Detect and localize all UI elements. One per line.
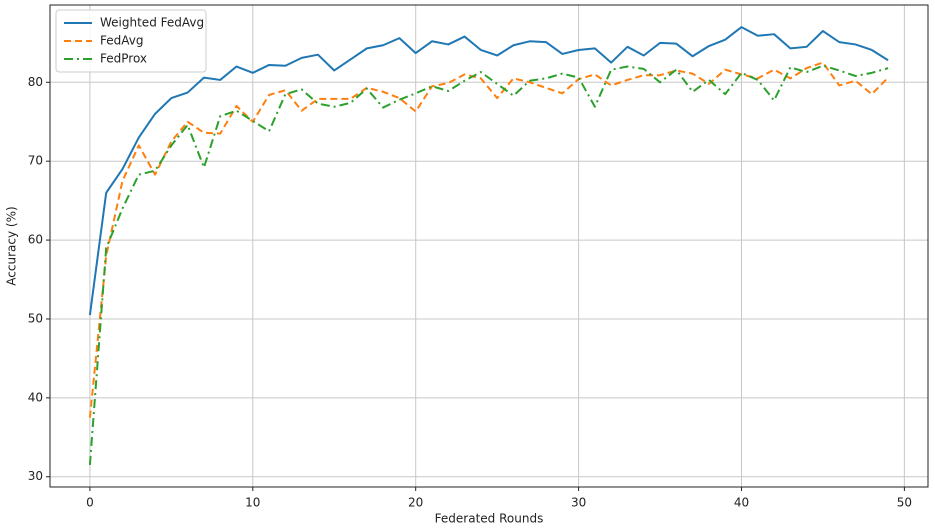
y-tick-label: 50 — [28, 311, 43, 325]
x-tick-label: 20 — [408, 496, 423, 510]
plot-frame — [49, 4, 929, 488]
legend-label: FedAvg — [100, 34, 143, 48]
series-line — [88, 26, 889, 316]
x-tick-label: 40 — [734, 496, 749, 510]
legend-label: FedProx — [100, 52, 147, 66]
series-line — [88, 61, 889, 418]
y-axis-label: Accuracy (%) — [5, 206, 19, 285]
legend-label: Weighted FedAvg — [100, 16, 204, 30]
x-tick-label: 0 — [86, 496, 94, 510]
x-tick-label: 50 — [897, 496, 912, 510]
y-tick-label: 70 — [28, 154, 43, 168]
y-tick-label: 40 — [28, 390, 43, 404]
y-tick-label: 60 — [28, 233, 43, 247]
series-line — [88, 64, 889, 465]
x-tick-label: 10 — [245, 496, 260, 510]
x-tick-label: 30 — [571, 496, 586, 510]
y-tick-label: 30 — [28, 469, 43, 483]
y-tick-label: 80 — [28, 75, 43, 89]
legend-box — [55, 9, 207, 73]
x-axis-label: Federated Rounds — [435, 512, 544, 526]
